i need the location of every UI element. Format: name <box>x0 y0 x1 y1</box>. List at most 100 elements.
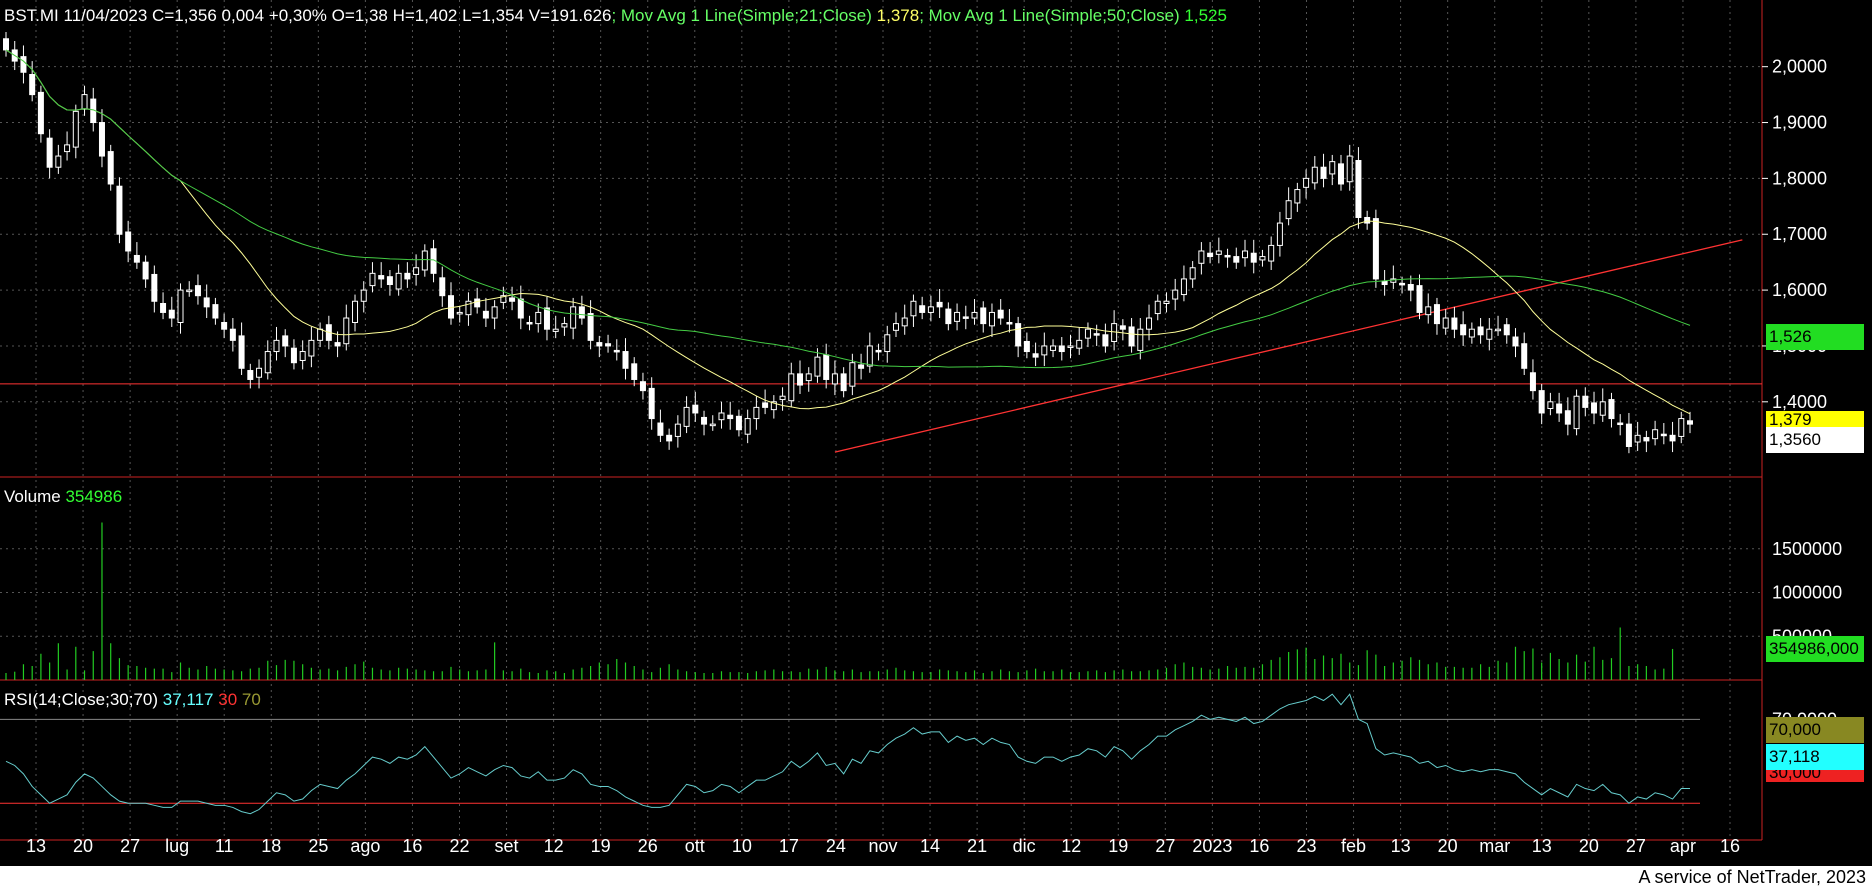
candle-body <box>823 354 830 380</box>
price-y-tick-label: 2,0000 <box>1772 57 1827 77</box>
candle-body <box>1477 326 1484 336</box>
candle-body <box>884 334 891 353</box>
candle-body <box>762 402 769 408</box>
candle-body <box>1660 433 1667 437</box>
trendline <box>834 239 1743 453</box>
candle-body <box>1006 321 1013 325</box>
candle-body <box>360 289 367 302</box>
candle-body <box>1399 282 1406 286</box>
candle-body <box>29 74 36 96</box>
x-tick-label: ott <box>685 836 705 856</box>
candle-body <box>1625 423 1632 447</box>
candle-body <box>1050 345 1057 351</box>
ma50-line <box>5 49 1691 369</box>
x-tick-label: 20 <box>1579 836 1599 856</box>
x-tick-label: 27 <box>1155 836 1175 856</box>
candle-body <box>177 289 184 323</box>
x-tick-label: 22 <box>449 836 469 856</box>
volume-value: 354986 <box>65 487 123 506</box>
x-tick-label: 27 <box>1626 836 1646 856</box>
candle-body <box>1425 306 1432 316</box>
candle-body <box>570 306 577 329</box>
candle-body <box>1128 326 1135 347</box>
candle-body <box>997 309 1004 319</box>
candle-body <box>1556 403 1563 414</box>
candle-body <box>1591 402 1598 414</box>
candle-body <box>1407 284 1414 291</box>
candle-body <box>1207 252 1214 258</box>
candle-body <box>1643 437 1650 442</box>
price-y-tick-label: 1,7000 <box>1772 224 1827 244</box>
candle-body <box>203 297 210 308</box>
x-tick-label: apr <box>1670 836 1696 856</box>
candle-body <box>98 122 105 157</box>
candle-body <box>378 275 385 280</box>
candle-body <box>1564 410 1571 425</box>
x-tick-label: feb <box>1341 836 1366 856</box>
candle-body <box>666 434 673 442</box>
candle-body <box>709 423 716 427</box>
candle-body <box>447 295 454 319</box>
ma50-price-tag: 1,526 <box>1766 324 1864 350</box>
candle-body <box>718 412 725 421</box>
candle-body <box>1023 340 1030 353</box>
price-y-tick-label: 1,6000 <box>1772 280 1827 300</box>
candle-body <box>814 356 821 377</box>
candle-body <box>160 303 167 313</box>
candle-body <box>1303 177 1310 188</box>
rsi-value: 37,117 <box>162 690 214 709</box>
x-tick-label: 2023 <box>1192 836 1232 856</box>
candle-body <box>290 347 297 364</box>
candle-body <box>386 276 393 286</box>
candle-body <box>657 422 664 436</box>
candle-body <box>605 343 612 347</box>
rsi-line <box>5 693 1690 815</box>
candle-body <box>701 416 708 425</box>
volume-value-tag: 354986,000 <box>1766 636 1864 662</box>
candle-body <box>1652 429 1659 440</box>
candle-body <box>840 373 847 392</box>
candle-body <box>622 351 629 369</box>
candle-body <box>1032 353 1039 358</box>
ma21-value: 1,378 <box>876 6 920 25</box>
price-y-tick-label: 1,8000 <box>1772 168 1827 188</box>
chart-header: BST.MI 11/04/2023 C=1,356 0,004 +0,30% O… <box>4 6 1227 26</box>
x-tick-label: 12 <box>1061 836 1081 856</box>
x-tick-label: 26 <box>638 836 658 856</box>
x-tick-label: 13 <box>26 836 46 856</box>
candle-body <box>229 328 236 341</box>
candle-body <box>552 328 559 332</box>
candle-body <box>858 364 865 369</box>
candle-body <box>439 277 446 297</box>
candle-body <box>1268 244 1275 262</box>
candle-body <box>81 94 88 110</box>
candle-body <box>1495 328 1502 332</box>
candle-body <box>1372 218 1379 280</box>
candle-body <box>1433 304 1440 325</box>
candle-body <box>1198 250 1205 264</box>
candle-body <box>831 373 838 385</box>
close-price-tag: 1,3560 <box>1766 427 1864 453</box>
candle-body <box>1163 300 1170 305</box>
candle-body <box>142 261 149 280</box>
candle-body <box>64 144 71 153</box>
candle-body <box>1233 256 1240 263</box>
rsi-value-tag: 37,118 <box>1766 744 1864 770</box>
x-tick-label: 13 <box>1532 836 1552 856</box>
candle-body <box>901 317 908 327</box>
candle-body <box>954 311 961 322</box>
candle-body <box>1259 256 1266 261</box>
candle-body <box>1538 390 1545 414</box>
candle-body <box>849 362 856 387</box>
candle-body <box>919 305 926 313</box>
candle-body <box>892 323 899 331</box>
candle-body <box>3 38 9 51</box>
candle-body <box>587 313 594 341</box>
candle-body <box>133 254 140 263</box>
candle-body <box>1442 317 1449 329</box>
candle-body <box>20 56 27 73</box>
candle-body <box>805 373 812 382</box>
candle-body <box>613 349 620 353</box>
candle-body <box>561 323 568 328</box>
